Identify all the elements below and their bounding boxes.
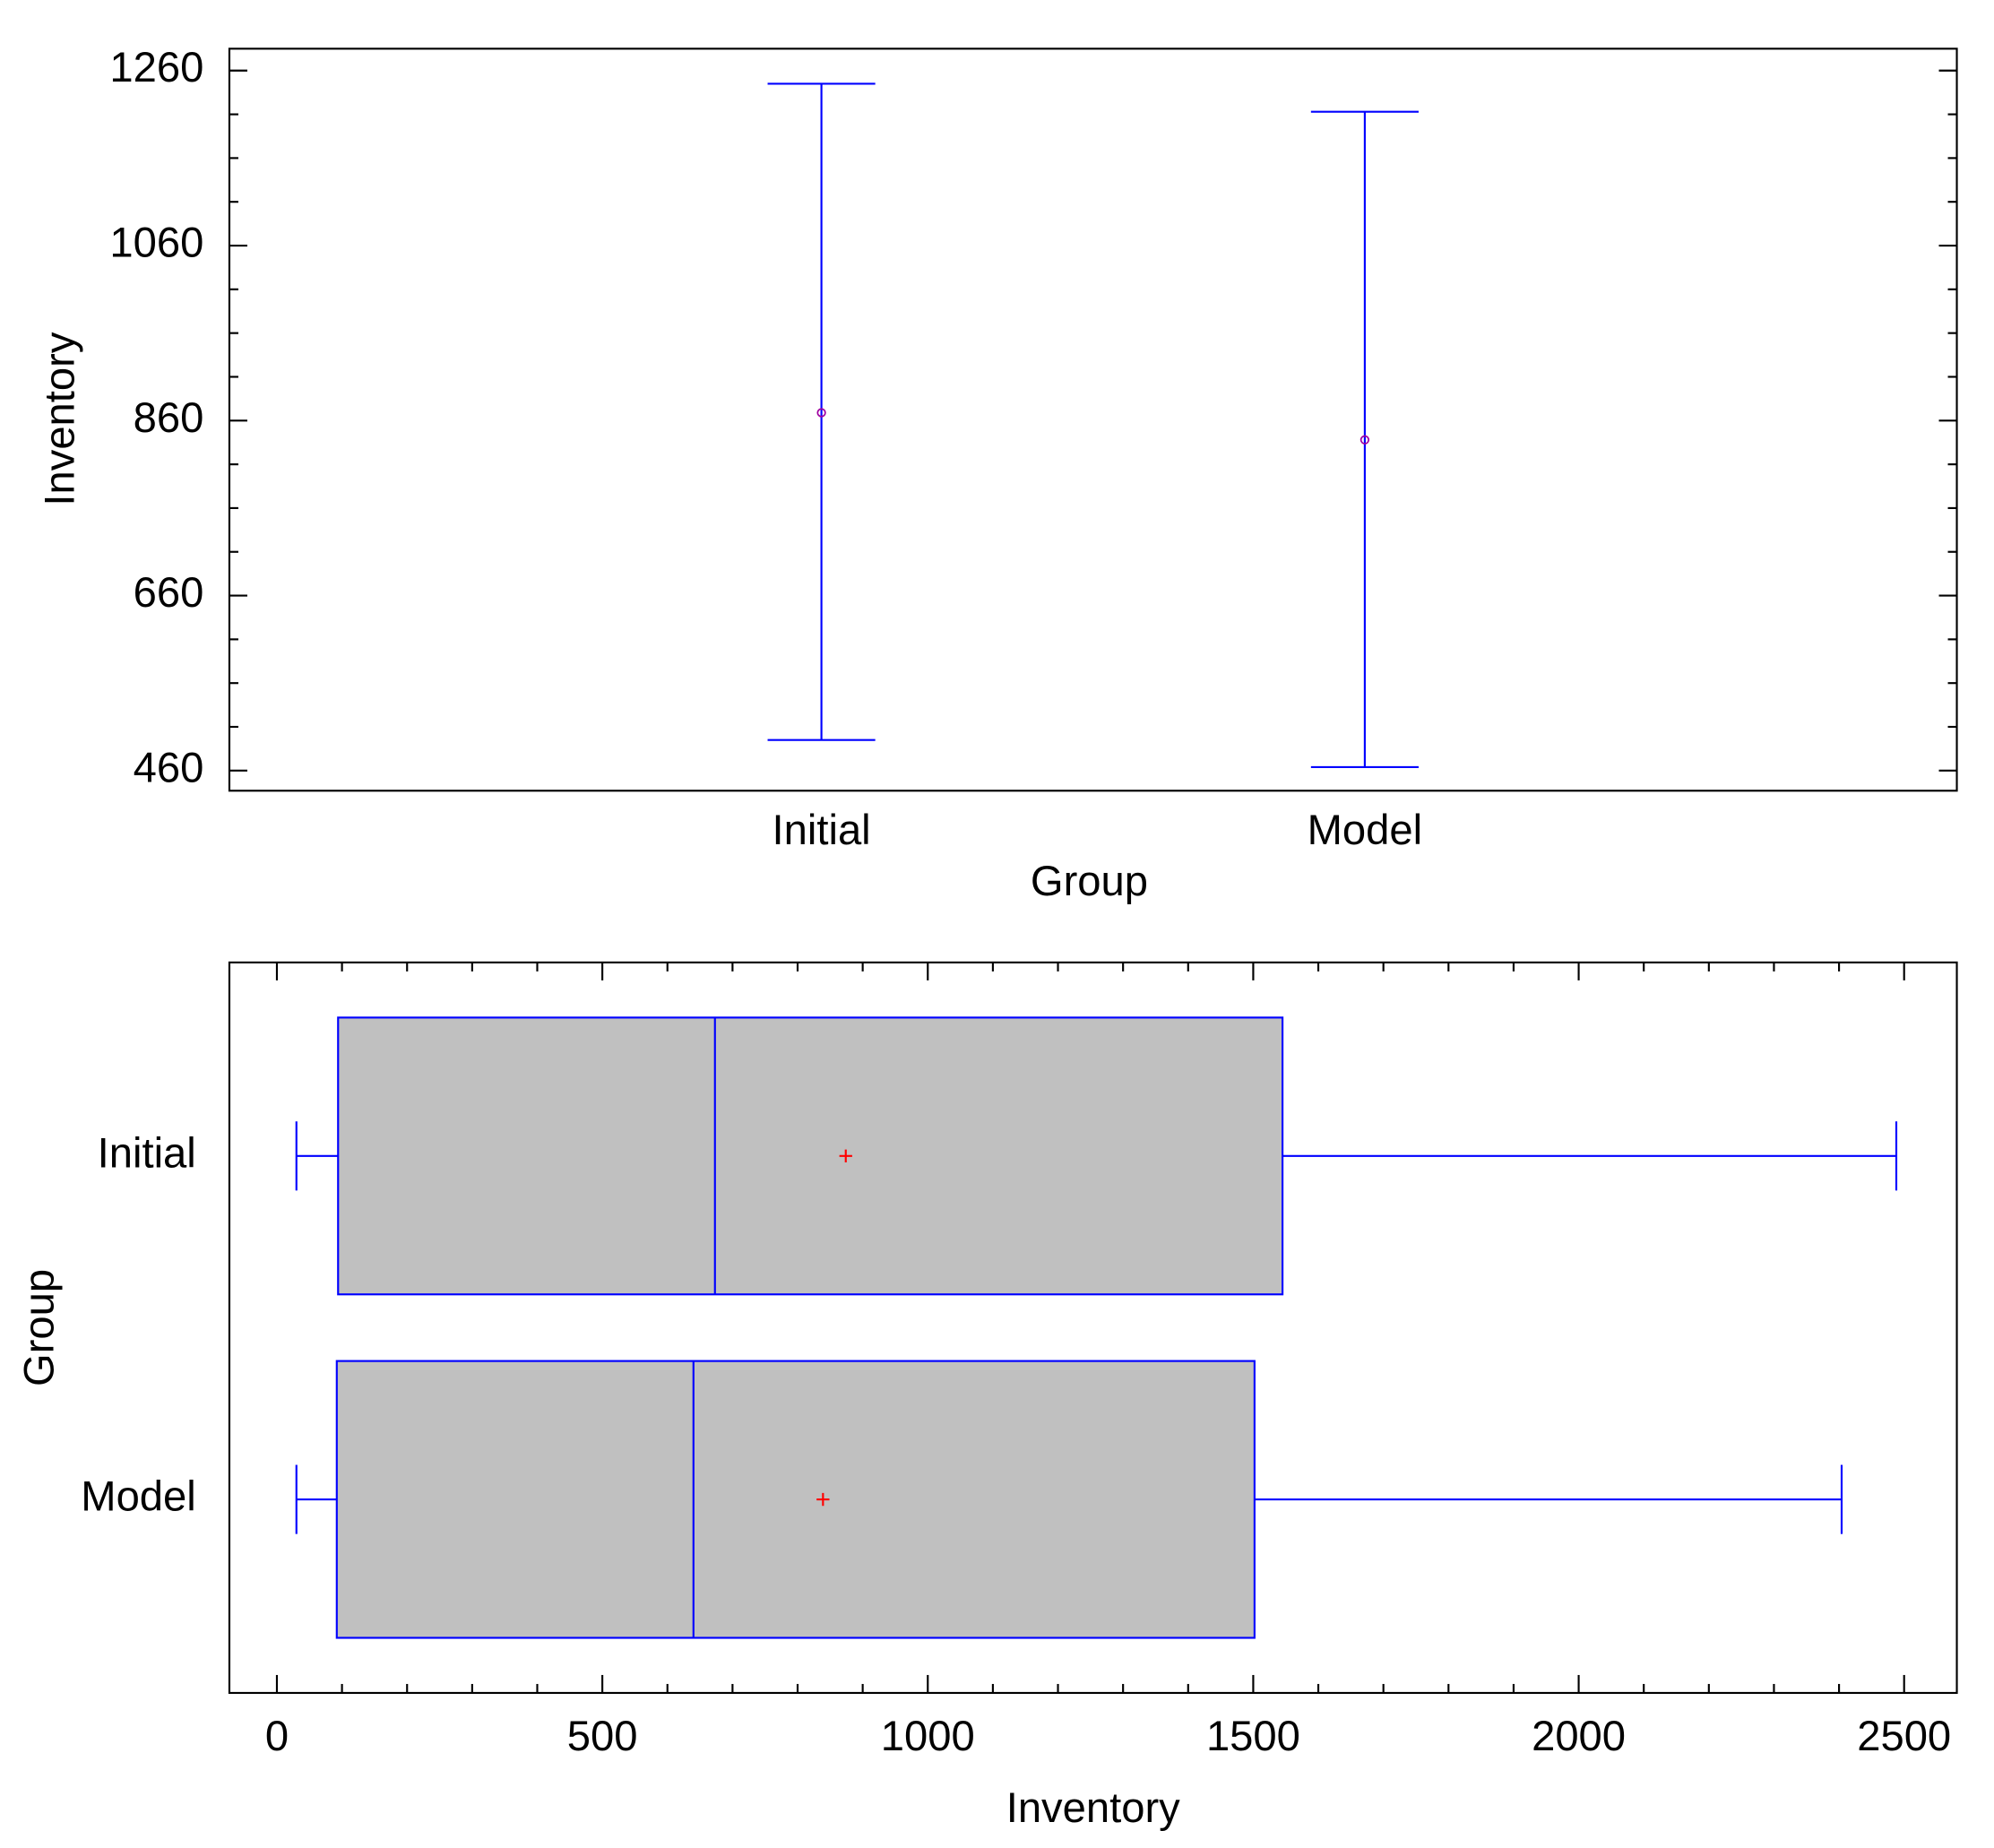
- mean-marker: [839, 1149, 852, 1162]
- box: [337, 1016, 1284, 1296]
- x-tick-label: 2000: [1532, 1712, 1626, 1759]
- x-axis-label: Inventory: [1006, 1783, 1180, 1831]
- x-tick-label: 2500: [1857, 1712, 1951, 1759]
- y-tick-label: 460: [134, 743, 204, 790]
- y-tick-label: 860: [134, 393, 204, 441]
- box: [335, 1360, 1256, 1639]
- plot-frame: [228, 961, 1958, 1695]
- y-tick-label: 660: [134, 568, 204, 616]
- mean-marker: [816, 1492, 830, 1507]
- y-tick-label: Initial: [98, 1128, 196, 1176]
- plot-frame: [228, 47, 1958, 792]
- y-tick-label: 1060: [109, 218, 203, 265]
- y-tick-label: 1260: [109, 43, 203, 91]
- x-axis-label: Group: [1031, 857, 1148, 904]
- mean-point: [1360, 435, 1370, 445]
- x-tick-label: 0: [265, 1712, 289, 1759]
- y-tick-label: Model: [81, 1472, 195, 1520]
- x-tick-label: 1500: [1206, 1712, 1300, 1759]
- mean-point: [816, 408, 826, 418]
- x-tick-label: Model: [1308, 806, 1422, 853]
- y-axis-label: Inventory: [36, 332, 83, 505]
- x-tick-label: 500: [567, 1712, 638, 1759]
- x-tick-label: Initial: [773, 806, 871, 853]
- x-tick-label: 1000: [881, 1712, 975, 1759]
- y-axis-label: Group: [15, 1269, 63, 1386]
